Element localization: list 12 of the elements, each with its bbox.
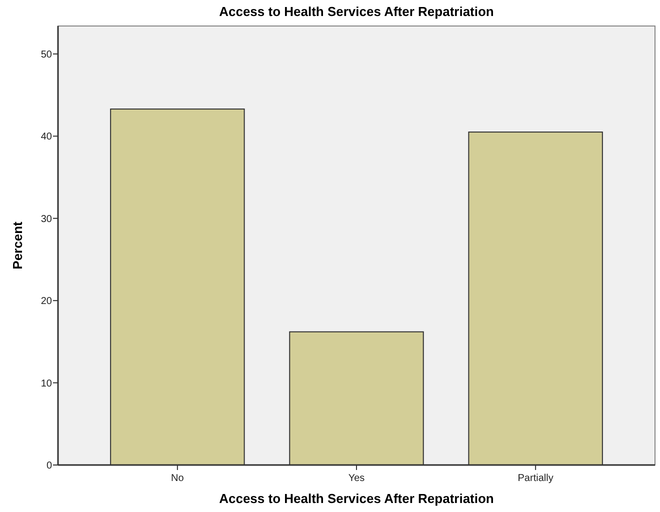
chart-title: Access to Health Services After Repatriation xyxy=(219,4,494,19)
x-tick-label: Partially xyxy=(518,473,554,484)
y-tick-label: 30 xyxy=(40,214,52,225)
y-tick-label: 20 xyxy=(40,296,52,308)
x-tick-label: No xyxy=(171,473,184,484)
y-tick-label: 10 xyxy=(40,378,52,390)
y-tick-label: 0 xyxy=(46,460,52,472)
y-tick-label: 40 xyxy=(40,132,52,143)
y-tick-label: 50 xyxy=(40,49,52,60)
y-axis-title: Percent xyxy=(10,220,25,270)
x-tick-label: Yes xyxy=(348,473,365,484)
x-axis-title: Access to Health Services After Repatriation xyxy=(219,491,494,506)
